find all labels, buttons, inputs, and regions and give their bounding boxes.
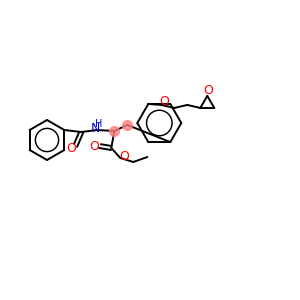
Text: O: O <box>119 151 129 164</box>
Text: O: O <box>89 140 99 152</box>
Text: H: H <box>94 119 102 129</box>
Text: O: O <box>203 84 213 98</box>
Text: O: O <box>66 142 76 155</box>
Text: N: N <box>91 122 100 136</box>
Text: O: O <box>159 95 169 108</box>
